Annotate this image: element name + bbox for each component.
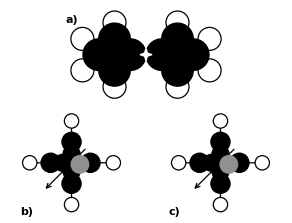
- Circle shape: [198, 27, 221, 50]
- Circle shape: [64, 197, 79, 212]
- Circle shape: [162, 55, 193, 86]
- Circle shape: [99, 55, 130, 86]
- Circle shape: [212, 145, 229, 162]
- Circle shape: [54, 154, 71, 171]
- Circle shape: [62, 174, 81, 193]
- Circle shape: [64, 114, 79, 128]
- Circle shape: [211, 174, 230, 193]
- Circle shape: [198, 59, 221, 82]
- Circle shape: [211, 132, 230, 151]
- Circle shape: [71, 27, 94, 50]
- Circle shape: [178, 39, 209, 70]
- Text: c): c): [169, 206, 180, 217]
- Text: b): b): [20, 206, 33, 217]
- Circle shape: [71, 59, 94, 82]
- Circle shape: [99, 23, 130, 55]
- Circle shape: [255, 156, 270, 170]
- Circle shape: [212, 163, 229, 180]
- Text: a): a): [66, 15, 78, 25]
- Circle shape: [62, 132, 81, 151]
- Circle shape: [106, 156, 121, 170]
- Circle shape: [166, 11, 189, 34]
- Polygon shape: [140, 49, 152, 61]
- Circle shape: [41, 153, 60, 172]
- Circle shape: [230, 153, 249, 172]
- Circle shape: [203, 154, 220, 171]
- Circle shape: [103, 75, 126, 98]
- Circle shape: [83, 39, 114, 70]
- Circle shape: [103, 11, 126, 34]
- Circle shape: [171, 156, 186, 170]
- Circle shape: [220, 156, 238, 173]
- Circle shape: [213, 197, 228, 212]
- Circle shape: [63, 163, 80, 180]
- Circle shape: [146, 39, 178, 70]
- Circle shape: [166, 75, 189, 98]
- Circle shape: [63, 145, 80, 162]
- Circle shape: [71, 156, 89, 173]
- Circle shape: [114, 39, 146, 70]
- Circle shape: [81, 153, 100, 172]
- Circle shape: [190, 153, 209, 172]
- Circle shape: [213, 114, 228, 128]
- Circle shape: [162, 23, 193, 55]
- Circle shape: [22, 156, 37, 170]
